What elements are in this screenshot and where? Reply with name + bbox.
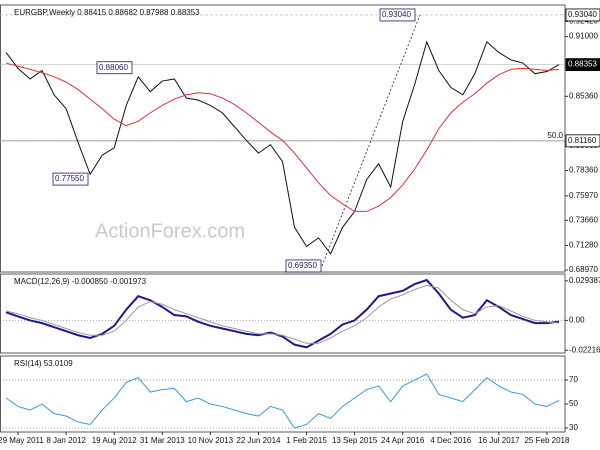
x-tick-label: 24 Apr 2016 [381,436,425,445]
annotation-box [96,61,133,75]
x-tick-label: 4 Dec 2016 [430,436,471,445]
x-tick-label: 19 Aug 2012 [92,436,137,445]
panel-frame [0,4,566,273]
panel-title: EURGBP,Weekly 0.88415 0.88682 0.87988 0.… [14,8,200,17]
price-marker [565,134,600,148]
series-line [5,278,560,349]
price-marker [565,58,600,72]
x-tick-label: 16 Jul 2017 [478,436,520,445]
y-tick-label: 0.91000 [569,32,598,41]
panel-title: RSI(14) 53.0109 [14,359,73,368]
annotation-label: 0.88060 [99,63,128,72]
series-line [5,373,560,429]
price-marker-label: 0.88353 [568,60,597,69]
y-tick-label: 0.85360 [569,91,598,100]
y-tick-label: 30 [569,423,578,432]
x-tick-label: 29 May 2011 [0,436,44,445]
y-tick-label: -0.022161 [569,345,600,354]
y-tick-label: 0.71280 [569,241,598,250]
y-tick-label: 0.75970 [569,191,598,200]
series-line [5,284,560,344]
x-tick-label: 22 Jun 2014 [236,436,281,445]
series-line [5,62,560,212]
panel-frame [0,355,566,433]
annotation-box [379,8,416,22]
price-marker [565,8,600,22]
y-tick-label: 70 [569,375,578,384]
price-marker-label: 0.81160 [568,136,597,145]
annotation-box [285,259,322,273]
panel-title: MACD(12,26,9) -0.000850 -0.001973 [14,277,147,286]
watermark: ActionForex.com [95,220,245,242]
x-tick-label: 25 Feb 2018 [524,436,569,445]
y-tick-label: 0.68970 [569,265,598,274]
y-tick-label: 0.78360 [569,166,598,175]
fib-label: 50.0 [547,131,563,140]
y-tick-label: 50 [569,399,578,408]
annotation-box [52,172,89,186]
x-tick-label: 1 Feb 2015 [286,436,327,445]
panel-frame [0,273,566,354]
x-tick-label: 13 Sep 2015 [332,436,378,445]
x-tick-label: 10 Nov 2013 [188,436,234,445]
x-tick-label: 31 Mar 2013 [140,436,185,445]
annotation-label: 0.77550 [55,174,84,183]
x-tick-label: 8 Jan 2012 [46,436,86,445]
series-line [5,40,560,255]
y-tick-label: 0.00 [569,316,585,325]
annotation-label: 0.69350 [288,261,317,270]
trend-line [321,14,421,267]
y-tick-label: 0.029387 [569,276,600,285]
y-tick-label: 0.73660 [569,215,598,224]
price-marker-label: 0.93040 [568,10,597,19]
annotation-label: 0.93040 [382,10,411,19]
